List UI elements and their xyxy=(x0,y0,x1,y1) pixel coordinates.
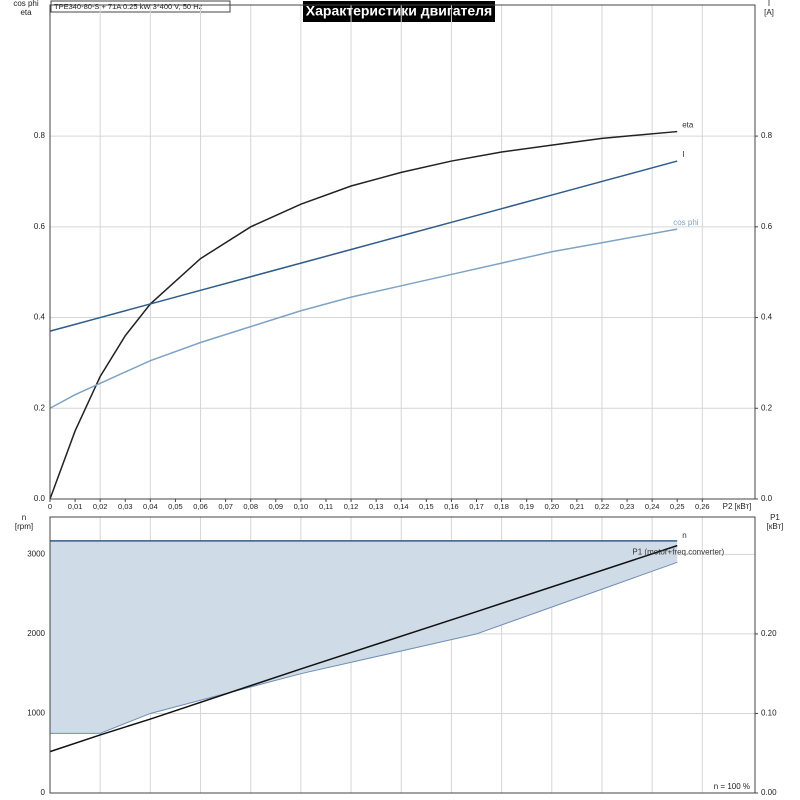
y-tick-label: 0.4 xyxy=(34,313,46,322)
x-tick-label: 0,15 xyxy=(419,502,434,511)
y-tick-label: 0.0 xyxy=(34,494,46,503)
y-tick-label: 0.8 xyxy=(34,131,46,140)
x-tick-label: 0,07 xyxy=(218,502,233,511)
x-tick-label: 0,24 xyxy=(645,502,660,511)
x-tick-label: 0,05 xyxy=(168,502,183,511)
x-tick-label: 0,20 xyxy=(544,502,559,511)
y-tick-label: 1000 xyxy=(27,709,45,718)
x-tick-label: 0 xyxy=(48,502,52,511)
series-line xyxy=(49,544,678,753)
y-label: eta xyxy=(20,8,32,17)
y2-tick-label: 0.20 xyxy=(761,629,777,638)
series-label: n xyxy=(682,531,686,540)
y2-tick-label: 0.10 xyxy=(761,709,777,718)
y2-tick-label: 0.0 xyxy=(761,494,773,503)
x-tick-label: 0,18 xyxy=(494,502,509,511)
series-label: eta xyxy=(682,121,694,130)
y-tick-label: 0.6 xyxy=(34,222,46,231)
x-tick-label: 0,12 xyxy=(344,502,359,511)
y-label: n xyxy=(22,513,26,522)
y2-tick-label: 0.6 xyxy=(761,222,773,231)
y2-tick-label: 0.8 xyxy=(761,131,773,140)
x-tick-label: 0,22 xyxy=(595,502,610,511)
x-tick-label: 0,21 xyxy=(570,502,585,511)
series-label: I xyxy=(682,150,684,159)
y-tick-label: 0.2 xyxy=(34,403,46,412)
y2-label: P1 xyxy=(770,513,780,522)
annotation: n = 100 % xyxy=(714,782,750,791)
y2-tick-label: 0.00 xyxy=(761,788,777,797)
x-tick-label: 0,06 xyxy=(193,502,208,511)
y-label: [rpm] xyxy=(15,522,33,531)
series-line xyxy=(49,130,678,500)
y-tick-label: 2000 xyxy=(27,629,45,638)
x-tick-label: 0,01 xyxy=(68,502,83,511)
x-tick-label: 0,23 xyxy=(620,502,635,511)
x-tick-label: 0,16 xyxy=(444,502,459,511)
plot-frame xyxy=(49,516,756,794)
x-label: P2 [кВт] xyxy=(723,502,752,511)
x-tick-label: 0,02 xyxy=(93,502,108,511)
series-line xyxy=(49,228,678,409)
x-tick-label: 0,08 xyxy=(243,502,258,511)
y2-tick-label: 0.4 xyxy=(761,313,773,322)
x-tick-label: 0,09 xyxy=(268,502,283,511)
y2-label: [A] xyxy=(764,8,774,17)
x-tick-label: 0,03 xyxy=(118,502,133,511)
x-tick-label: 0,10 xyxy=(294,502,309,511)
subtitle: TPE340-80-S + 71A 0.25 kW 3*400 V, 50 Hz xyxy=(54,2,203,11)
y-tick-label: 0 xyxy=(41,788,46,797)
series-label: cos phi xyxy=(673,218,699,227)
chart-title: Характеристики двигателя xyxy=(306,3,492,19)
x-tick-label: 0,04 xyxy=(143,502,158,511)
series-label: P1 (motor+freq.converter) xyxy=(632,548,724,557)
x-tick-label: 0,17 xyxy=(469,502,484,511)
series-line xyxy=(49,160,678,332)
x-tick-label: 0,26 xyxy=(695,502,710,511)
plot-frame xyxy=(49,4,756,500)
y-label: cos phi xyxy=(13,0,39,8)
x-tick-label: 0,25 xyxy=(670,502,685,511)
subtitle-box xyxy=(50,0,231,13)
x-tick-label: 0,19 xyxy=(519,502,534,511)
y-tick-label: 3000 xyxy=(27,549,45,558)
band-area xyxy=(50,540,678,734)
y2-label: I xyxy=(768,0,770,8)
y2-tick-label: 0.2 xyxy=(761,403,773,412)
x-tick-label: 0,11 xyxy=(319,502,333,511)
y2-label: [кВт] xyxy=(767,522,784,531)
x-tick-label: 0,14 xyxy=(394,502,409,511)
x-tick-label: 0,13 xyxy=(369,502,384,511)
